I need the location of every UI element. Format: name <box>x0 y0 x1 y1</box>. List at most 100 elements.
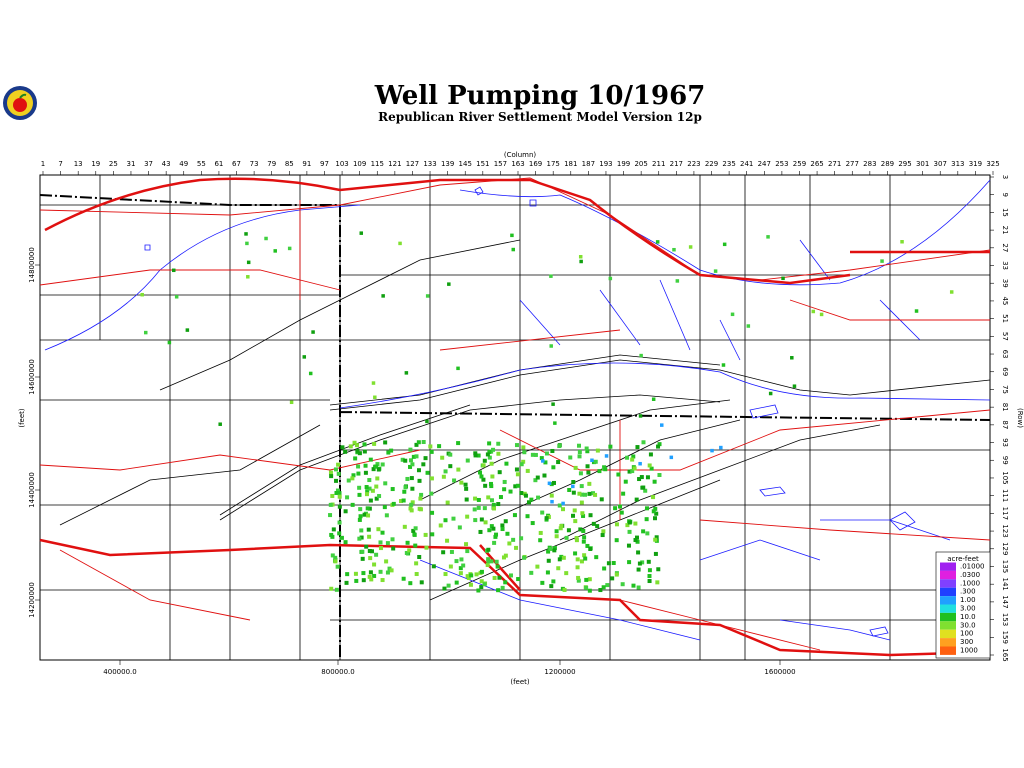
well-marker <box>362 449 367 454</box>
well-marker <box>489 461 494 466</box>
well-marker <box>370 488 375 493</box>
x-feet-tick-label: 1200000 <box>544 668 575 676</box>
well-marker <box>688 245 693 249</box>
well-marker <box>389 448 394 453</box>
column-tick-label: 199 <box>617 160 630 168</box>
well-marker <box>334 587 339 592</box>
well-marker <box>559 554 564 559</box>
well-marker <box>353 456 358 461</box>
well-marker <box>492 540 497 545</box>
well-marker <box>492 575 497 580</box>
well-marker <box>473 518 478 523</box>
well-marker <box>361 571 366 576</box>
well-marker <box>167 340 172 345</box>
well-marker <box>545 570 550 575</box>
legend-label: 30.0 <box>960 621 976 629</box>
well-marker <box>551 579 556 584</box>
legend-swatch <box>940 621 956 630</box>
well-marker <box>511 537 516 542</box>
well-marker <box>489 484 494 489</box>
well-marker <box>478 529 483 534</box>
well-marker <box>340 445 345 450</box>
well-marker <box>587 481 592 486</box>
well-marker <box>638 414 643 418</box>
well-marker <box>378 546 383 551</box>
column-tick-label: 31 <box>127 160 136 168</box>
well-marker <box>496 441 501 446</box>
well-marker <box>549 493 554 498</box>
well-marker <box>143 330 148 335</box>
legend-label: 1.00 <box>960 596 976 604</box>
y-feet-tick-label: 14200000 <box>28 582 36 618</box>
well-marker <box>446 583 451 588</box>
well-marker <box>368 498 373 503</box>
well-marker <box>710 448 714 453</box>
y-feet-tick-label: 14400000 <box>28 472 36 508</box>
well-marker <box>464 542 469 547</box>
legend-label: 3.00 <box>960 605 976 613</box>
well-marker <box>413 543 418 548</box>
well-marker <box>654 535 659 540</box>
well-marker <box>456 467 461 472</box>
legend-label: 10.0 <box>960 613 976 621</box>
well-marker <box>567 487 572 492</box>
well-marker <box>554 534 559 539</box>
well-marker <box>172 268 176 273</box>
y-feet-tick-label: 14600000 <box>28 359 36 395</box>
well-marker <box>483 483 488 488</box>
legend-title: acre-feet <box>947 555 979 563</box>
well-marker <box>781 276 785 281</box>
well-marker <box>647 579 652 584</box>
row-tick-label: 81 <box>1001 403 1009 412</box>
row-tick-label: 129 <box>1001 542 1009 555</box>
well-marker <box>302 355 307 359</box>
column-tick-label: 139 <box>441 160 454 168</box>
well-marker <box>551 402 555 406</box>
column-tick-label: 85 <box>285 160 294 168</box>
well-marker <box>559 523 564 528</box>
well-marker <box>600 533 605 538</box>
well-marker <box>529 497 534 502</box>
well-marker <box>487 455 492 460</box>
column-tick-label: 313 <box>951 160 964 168</box>
well-marker <box>402 524 407 529</box>
well-marker <box>418 496 423 501</box>
well-marker <box>431 564 436 569</box>
column-tick-label: 19 <box>91 160 100 168</box>
well-marker <box>414 442 419 447</box>
well-marker <box>582 553 587 558</box>
well-marker <box>639 475 644 480</box>
well-marker <box>578 527 583 532</box>
well-marker <box>568 455 573 460</box>
well-marker <box>374 552 379 557</box>
well-marker <box>333 555 338 560</box>
well-marker <box>647 568 652 573</box>
column-tick-label: 217 <box>670 160 683 168</box>
well-marker <box>507 541 512 546</box>
well-marker <box>641 529 646 534</box>
well-marker <box>620 582 625 587</box>
well-marker <box>486 495 491 500</box>
well-marker <box>368 556 373 561</box>
well-marker <box>408 464 413 469</box>
well-marker <box>364 485 369 490</box>
well-marker <box>350 502 355 507</box>
well-marker <box>348 444 353 449</box>
well-marker <box>653 506 658 511</box>
well-marker <box>652 479 657 484</box>
well-marker <box>367 486 372 491</box>
well-marker <box>491 502 496 507</box>
well-marker <box>375 462 380 467</box>
well-marker <box>614 538 619 543</box>
well-marker <box>358 507 363 512</box>
well-marker <box>494 532 499 537</box>
well-marker <box>530 521 535 526</box>
well-marker <box>645 475 650 480</box>
well-marker <box>367 478 372 483</box>
well-marker <box>380 578 385 583</box>
well-marker <box>404 550 409 555</box>
well-marker <box>448 464 453 469</box>
well-marker <box>368 570 373 575</box>
well-marker <box>352 440 357 445</box>
